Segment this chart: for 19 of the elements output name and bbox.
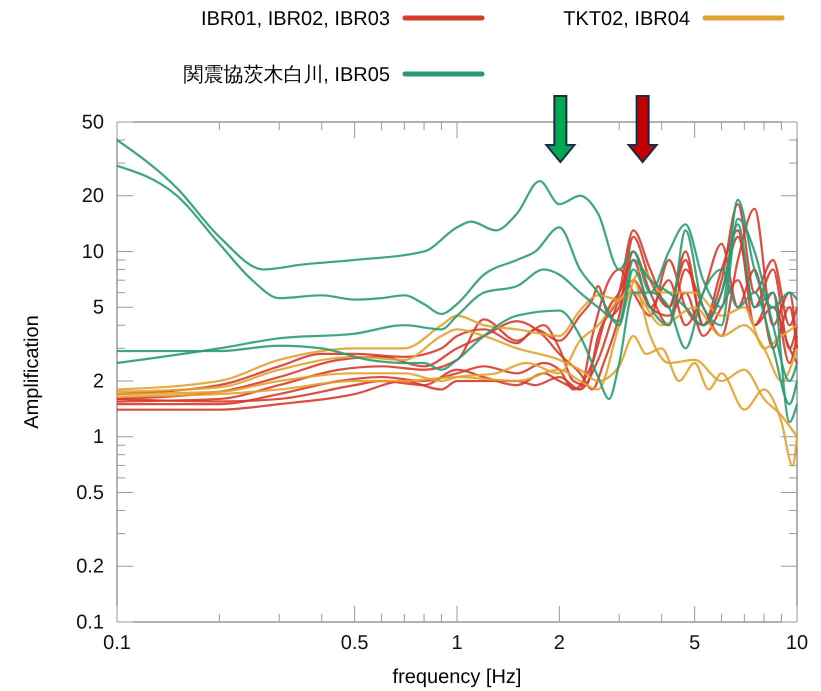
y-tick-label: 5: [92, 296, 104, 319]
legend-label: IBR01, IBR02, IBR03: [201, 8, 390, 30]
x-tick-label: 10: [786, 632, 808, 654]
y-tick-label: 50: [82, 111, 104, 134]
legend-label: TKT02, IBR04: [563, 8, 690, 30]
y-tick-label: 20: [82, 185, 104, 208]
x-axis-title: frequency [Hz]: [392, 666, 522, 688]
y-tick-label: 10: [82, 240, 104, 263]
y-tick-label: 0.2: [76, 556, 104, 578]
legend-label: 関震協茨木白川, IBR05: [183, 64, 390, 86]
y-tick-label: 0.1: [76, 611, 104, 634]
x-tick-label: 5: [689, 632, 700, 654]
y-tick-label: 2: [92, 370, 104, 392]
y-tick-label: 0.5: [76, 482, 104, 504]
x-tick-label: 1: [451, 632, 463, 654]
x-tick-label: 0.5: [340, 632, 369, 654]
y-tick-label: 1: [92, 426, 104, 448]
x-tick-label: 2: [554, 632, 565, 654]
y-axis-title: Amplification: [21, 315, 43, 429]
